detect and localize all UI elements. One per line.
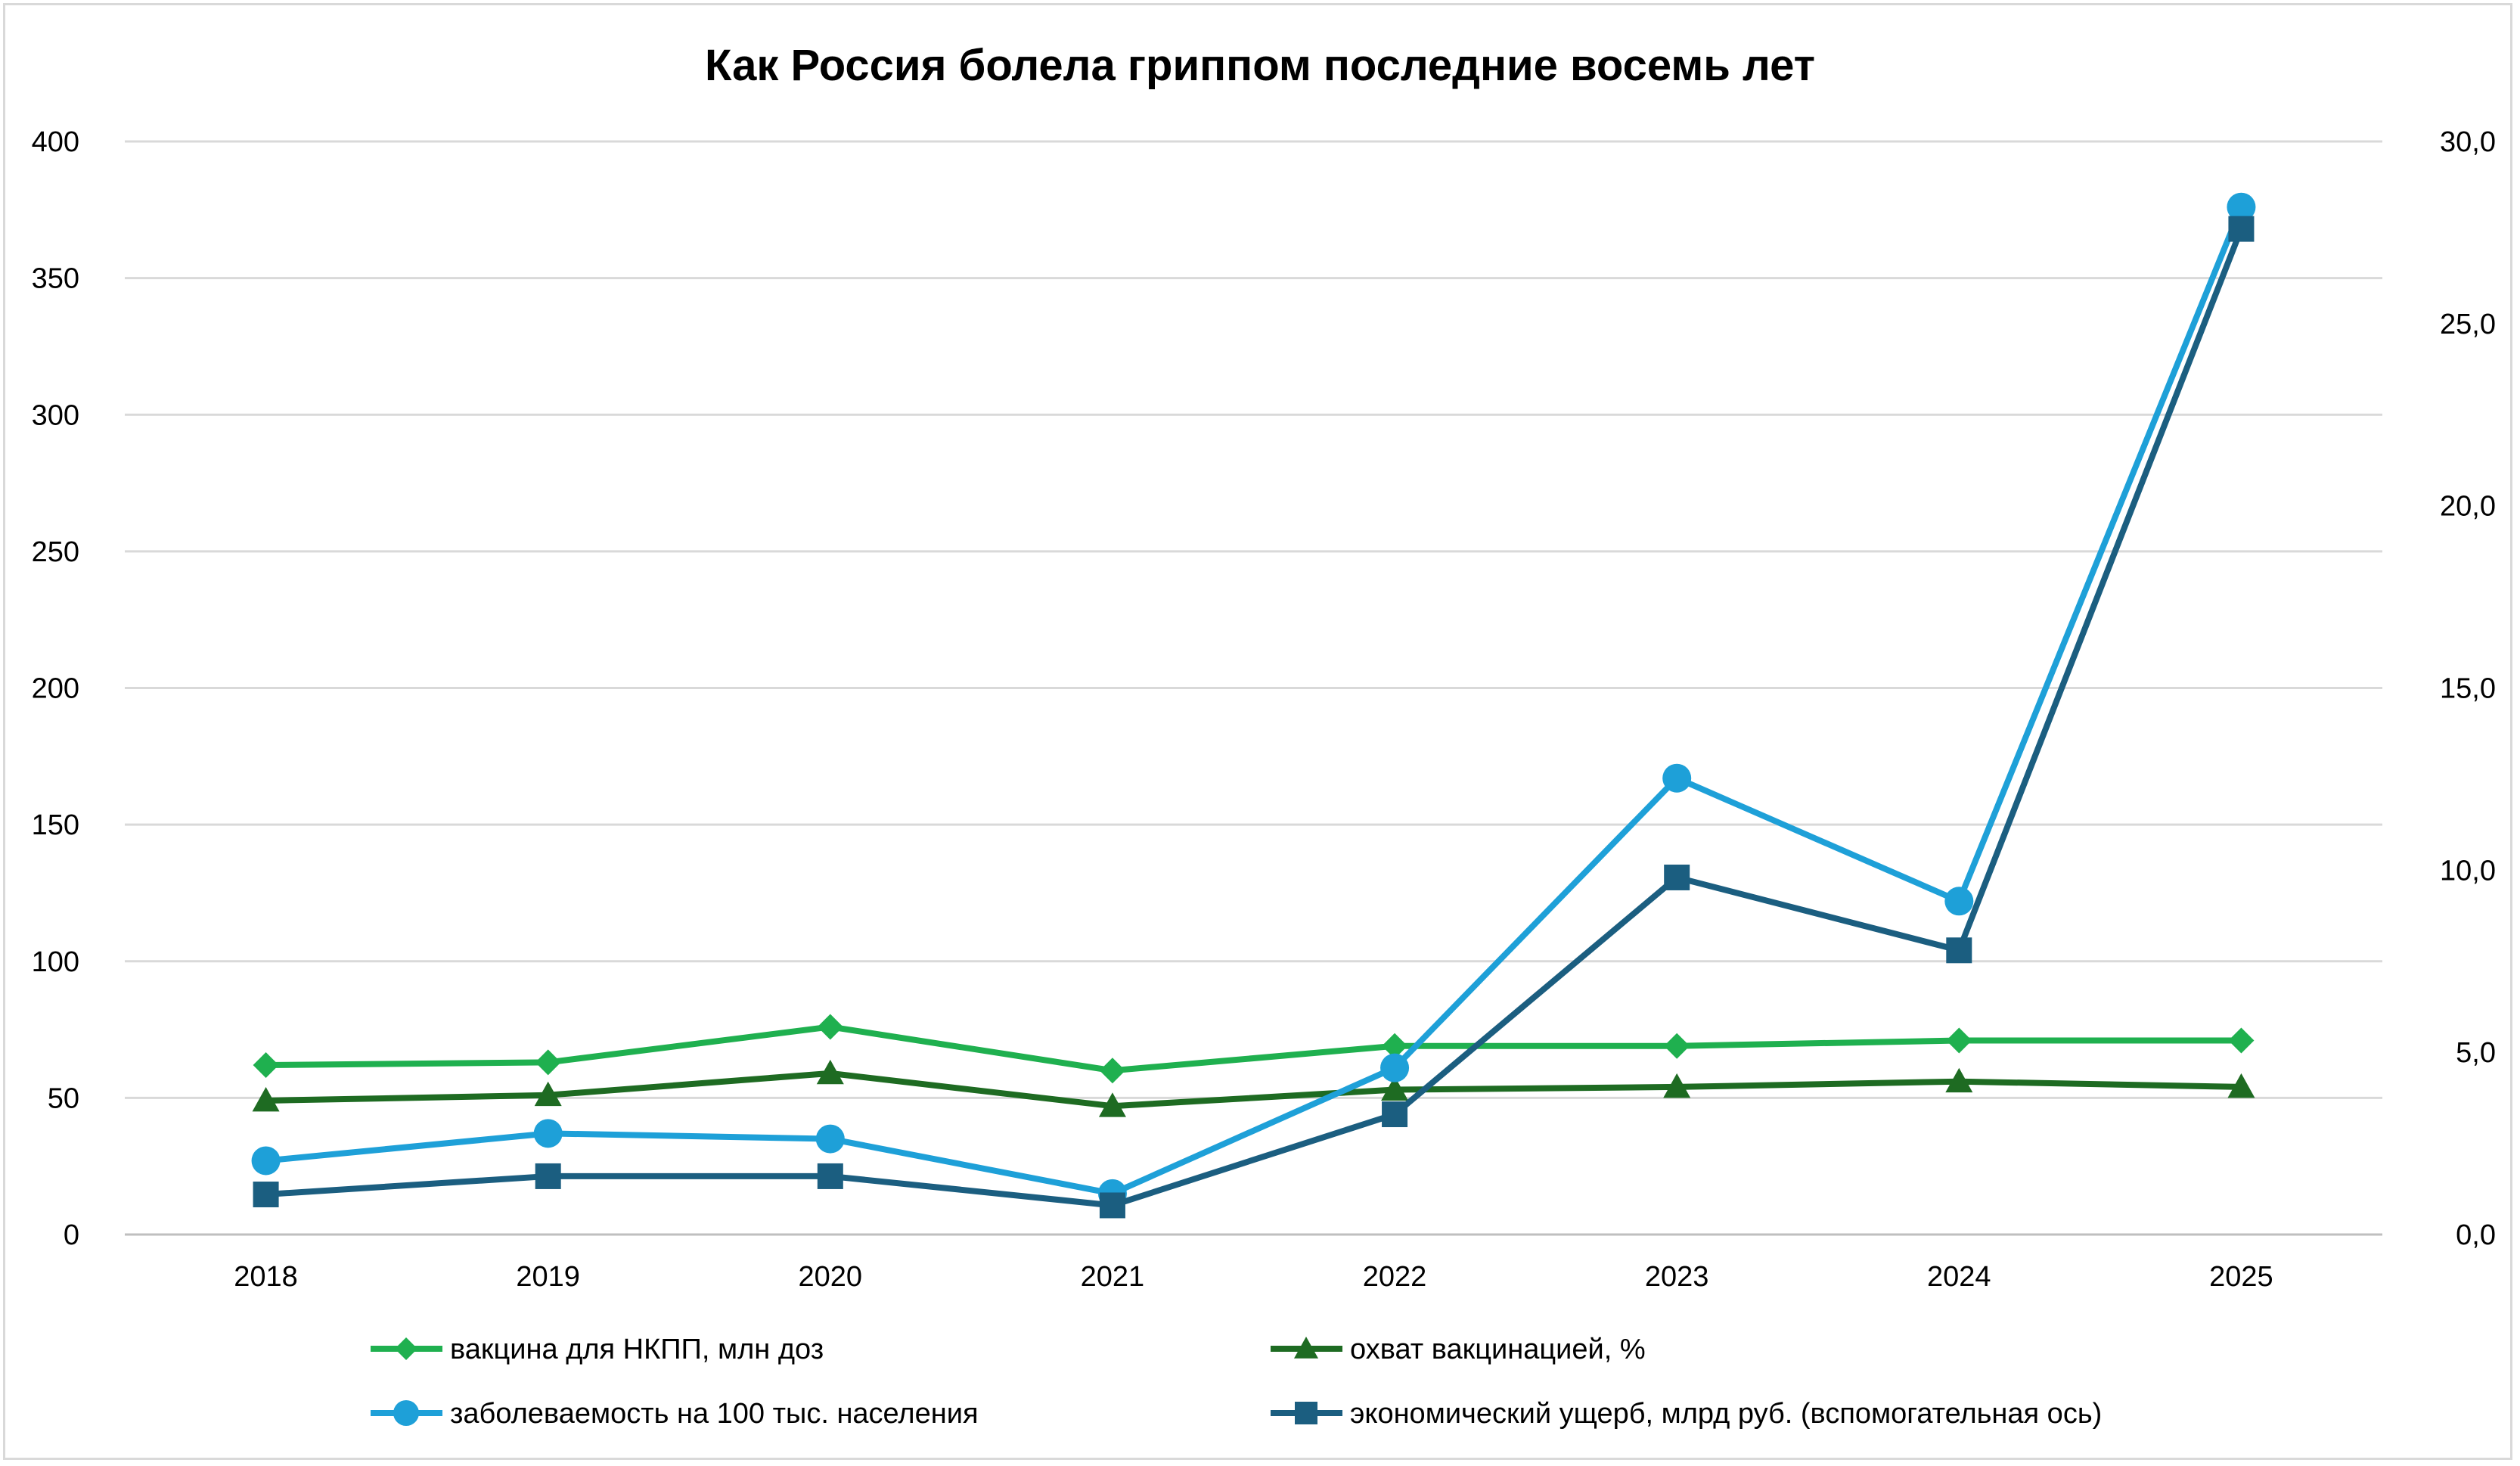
data-point [1662,763,1692,793]
data-point [816,1059,844,1085]
x-tick-label: 2024 [1927,1261,1991,1293]
data-point [1382,1033,1408,1059]
data-point [815,1124,845,1154]
x-tick-label: 2025 [2209,1261,2273,1293]
data-point [1946,937,1972,964]
data-point [1098,1092,1126,1117]
x-tick-label: 2018 [234,1261,298,1293]
data-point [2227,1073,2255,1098]
series-layer [251,192,2256,1219]
left-tick-label: 100 [32,946,79,978]
left-tick-label: 150 [32,809,79,841]
data-point [252,1086,280,1112]
legend-item: вакцина для НКПП, млн доз [371,1334,824,1365]
left-tick-label: 250 [32,536,79,568]
legend-label: охват вакцинацией, % [1350,1334,1646,1365]
legend-swatch-marker [1294,1337,1318,1359]
legend-swatch-marker [1295,1402,1317,1424]
data-point [1663,1073,1691,1098]
data-point [535,1163,561,1189]
data-point [1099,1192,1125,1219]
data-point [2228,1027,2255,1054]
data-point [251,1146,281,1176]
left-tick-label: 200 [32,673,79,705]
series-group [253,1014,2255,1084]
legend: вакцина для НКПП, млн доз охват вакцинаци… [371,1334,2102,1430]
x-tick-label: 2022 [1363,1261,1427,1293]
series-group [253,216,2255,1219]
legend-label: заболеваемость на 100 тыс. населения [450,1398,979,1430]
legend-label: вакцина для НКПП, млн доз [450,1334,824,1365]
data-point [253,1052,279,1079]
legend-item: заболеваемость на 100 тыс. населения [371,1398,979,1430]
left-tick-label: 0 [64,1219,79,1251]
legend-swatch-marker [393,1400,419,1426]
legend-label: экономический ущерб, млрд руб. (вспомога… [1350,1398,2102,1430]
series-line [262,1023,2245,1074]
x-tick-label: 2019 [516,1261,580,1293]
data-point [534,1081,562,1107]
right-tick-label: 5,0 [2456,1037,2496,1069]
left-tick-label: 400 [32,126,79,158]
left-tick-label: 300 [32,399,79,431]
data-point [533,1119,563,1148]
left-tick-label: 50 [48,1082,79,1114]
data-point [817,1014,843,1040]
data-point [2228,216,2255,242]
left-y-axis: 0 50 100 150 200 250 300 350 400 [32,126,79,1251]
right-tick-label: 0,0 [2456,1219,2496,1251]
x-tick-label: 2021 [1081,1261,1145,1293]
data-point [1664,1033,1690,1059]
data-point [1664,864,1690,890]
right-tick-label: 25,0 [2440,309,2496,340]
right-y-axis: 0,0 5,0 10,0 15,0 20,0 25,0 30,0 [2440,126,2496,1251]
data-point [535,1049,561,1076]
data-point [1381,1076,1409,1101]
data-point [1380,1053,1410,1082]
data-point [1946,1027,1972,1054]
series-line [262,225,2245,1209]
data-point [1945,1067,1973,1093]
legend-swatch-marker [395,1337,417,1360]
x-tick-label: 2023 [1645,1261,1709,1293]
legend-item: охват вакцинацией, % [1271,1334,1646,1365]
series-group [252,1059,2255,1117]
data-point [1382,1101,1408,1128]
x-tick-label: 2020 [799,1261,863,1293]
series-line [262,203,2245,1197]
data-point [1944,887,1974,916]
data-point [817,1163,843,1189]
x-axis: 2018 2019 2020 2021 2022 2023 2024 2025 [234,1261,2273,1293]
data-point [1099,1058,1125,1084]
legend-item: экономический ущерб, млрд руб. (вспомога… [1271,1398,2102,1430]
right-tick-label: 15,0 [2440,673,2496,705]
right-tick-label: 30,0 [2440,126,2496,158]
left-tick-label: 350 [32,263,79,295]
chart-frame [3,3,2512,1460]
chart-title: Как Россия болела гриппом последние восе… [705,41,1815,90]
right-tick-label: 10,0 [2440,855,2496,887]
series-line [262,1070,2245,1110]
right-tick-label: 20,0 [2440,491,2496,523]
data-point [253,1182,279,1208]
data-point [2227,192,2256,222]
